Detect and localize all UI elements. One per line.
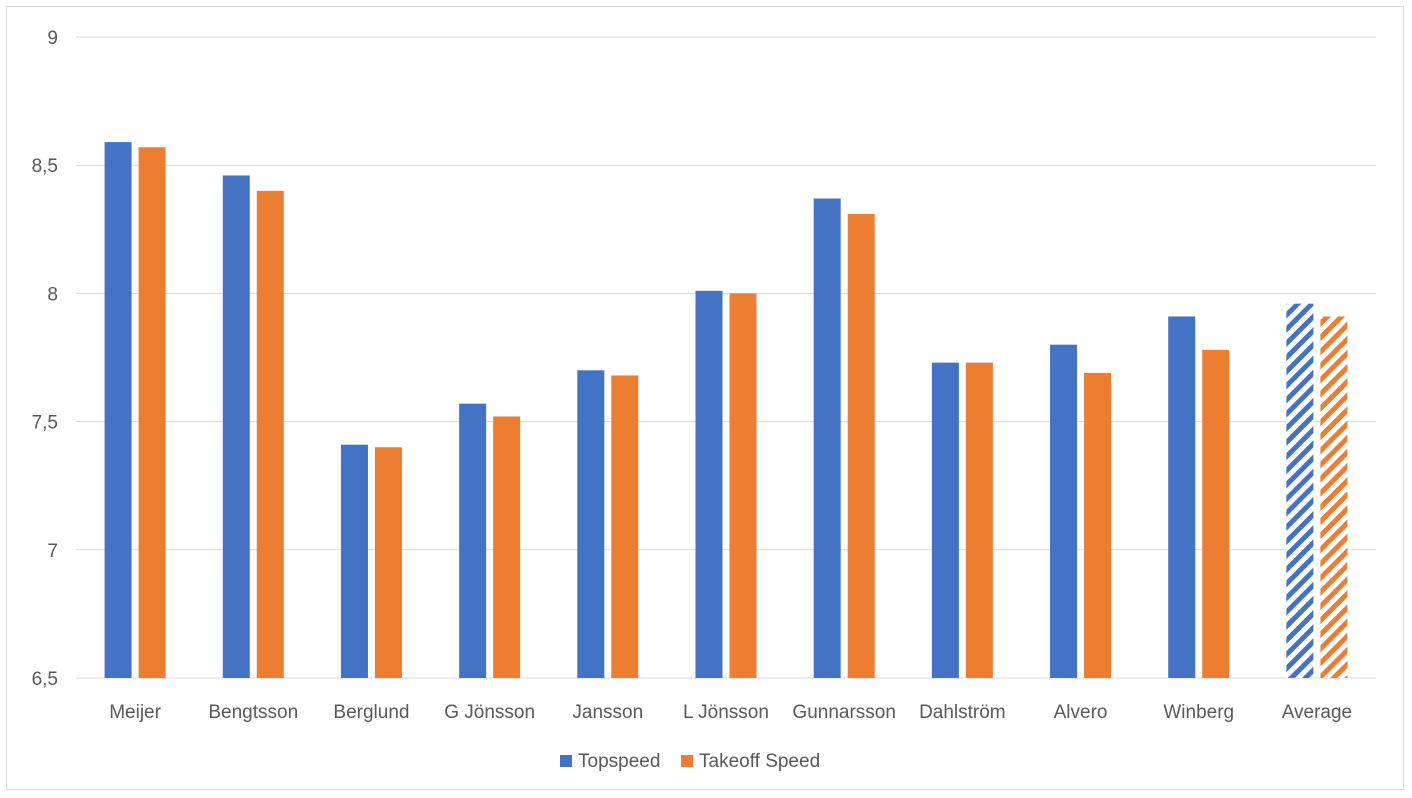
bar-takeoff-speed [1202,349,1230,678]
bars [104,142,1348,679]
x-tick-label: Dahlström [919,702,1006,723]
bar-takeoff-speed [729,293,757,678]
y-tick-label: 9 [47,28,58,49]
y-tick-label: 8,5 [32,156,58,177]
x-axis-ticks: Meijer Bengtsson Berglund G Jönsson Jansson L… [109,702,1352,723]
legend-swatch [560,755,572,767]
x-tick-label: Winberg [1163,702,1234,723]
bar-topspeed [695,290,723,678]
bar-topspeed [340,444,368,678]
legend-label: Takeoff Speed [699,751,820,772]
y-tick-label: 7 [47,541,58,562]
bar-topspeed [931,362,959,678]
x-tick-label: Average [1282,702,1352,723]
bar-takeoff-speed [965,362,993,678]
bar-takeoff-speed [256,190,284,678]
x-tick-label: G Jönsson [444,702,535,723]
x-tick-label: Berglund [333,702,409,723]
x-tick-label: Alvero [1054,702,1108,723]
x-tick-label: Meijer [109,702,161,723]
y-tick-label: 8 [47,284,58,305]
y-tick-label: 6,5 [32,669,58,690]
legend-label: Topspeed [578,751,660,772]
bar-topspeed [104,142,132,678]
x-tick-label: L Jönsson [683,702,769,723]
bar-topspeed [1168,316,1196,678]
bar-topspeed [1050,344,1078,678]
bar-takeoff-speed [1320,316,1348,678]
y-tick-label: 7,5 [32,413,58,434]
bar-topspeed [813,198,841,679]
gridlines [76,36,1376,679]
bar-takeoff-speed [493,416,521,678]
bar-takeoff-speed [138,147,166,678]
bar-takeoff-speed [1084,372,1112,678]
legend-swatch [681,755,693,767]
bar-takeoff-speed [374,447,402,678]
y-axis-ticks: 6,5 7 7,5 8 8,5 9 [32,28,58,690]
bar-topspeed [577,370,605,678]
bar-topspeed [222,175,250,678]
x-tick-label: Bengtsson [208,702,298,723]
x-tick-label: Gunnarsson [792,702,896,723]
x-tick-label: Jansson [572,702,643,723]
bar-topspeed [459,403,487,678]
bar-topspeed [1286,303,1314,678]
bar-takeoff-speed [847,213,875,678]
legend: Topspeed Takeoff Speed [560,751,820,772]
bar-takeoff-speed [611,375,639,678]
